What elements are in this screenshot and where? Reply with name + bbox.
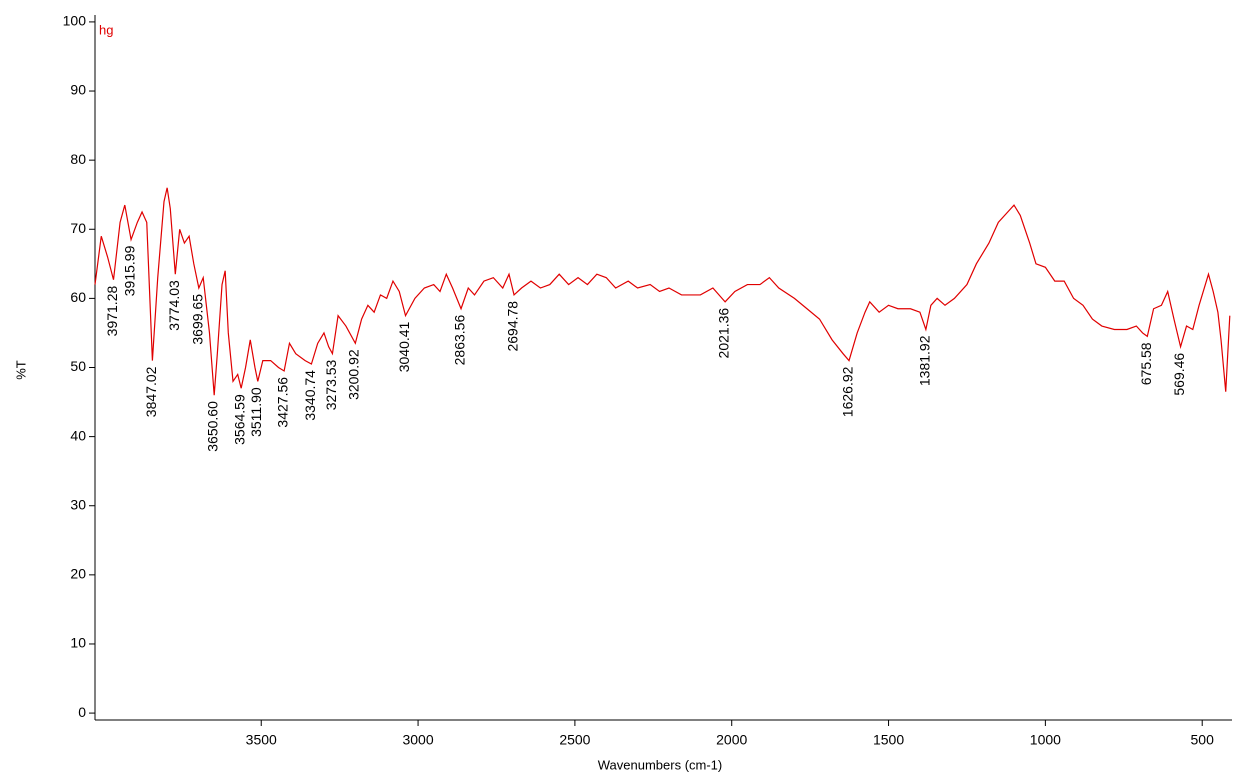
peak-label: 3774.03	[166, 280, 182, 331]
peak-label: 2863.56	[452, 315, 468, 366]
peak-label: 3564.59	[232, 394, 248, 445]
peak-label: 3699.65	[189, 294, 205, 345]
peak-label: 3200.92	[346, 349, 362, 400]
peak-label: 3847.02	[143, 366, 159, 417]
x-tick-label: 500	[1191, 732, 1215, 748]
peak-label: 1626.92	[839, 366, 855, 417]
y-axis-label: %T	[13, 360, 28, 380]
x-tick-label: 2500	[559, 732, 590, 748]
x-tick-label: 3000	[402, 732, 433, 748]
y-tick-label: 90	[70, 82, 86, 98]
peak-label: 3273.53	[323, 359, 339, 410]
y-tick-label: 70	[70, 220, 86, 236]
y-tick-label: 30	[70, 496, 86, 512]
y-tick-label: 10	[70, 635, 86, 651]
peak-label: 569.46	[1171, 353, 1187, 396]
y-tick-label: 60	[70, 289, 86, 305]
peak-label: 3971.28	[104, 286, 120, 337]
x-tick-label: 1000	[1030, 732, 1061, 748]
peak-label: 3427.56	[275, 377, 291, 428]
y-tick-label: 50	[70, 358, 86, 374]
x-axis-label: Wavenumbers (cm-1)	[598, 757, 722, 772]
y-tick-label: 40	[70, 427, 86, 443]
peak-label: 3040.41	[396, 321, 412, 372]
peak-label: 675.58	[1138, 342, 1154, 385]
y-tick-label: 0	[78, 704, 86, 720]
peak-label: 2021.36	[716, 308, 732, 359]
y-tick-label: 20	[70, 566, 86, 582]
peak-label: 3915.99	[121, 245, 137, 296]
peak-label: 3650.60	[205, 401, 221, 452]
y-tick-label: 80	[70, 151, 86, 167]
x-tick-label: 3500	[246, 732, 277, 748]
x-tick-label: 2000	[716, 732, 747, 748]
spectrum-line	[94, 187, 1231, 396]
peak-label: 3511.90	[248, 387, 264, 437]
y-tick-label: 100	[63, 13, 87, 29]
peak-label: 3340.74	[302, 370, 318, 421]
peak-label: 1381.92	[916, 335, 932, 386]
legend-label: hg	[99, 22, 113, 37]
x-tick-label: 1500	[873, 732, 904, 748]
peak-label: 2694.78	[505, 301, 521, 352]
